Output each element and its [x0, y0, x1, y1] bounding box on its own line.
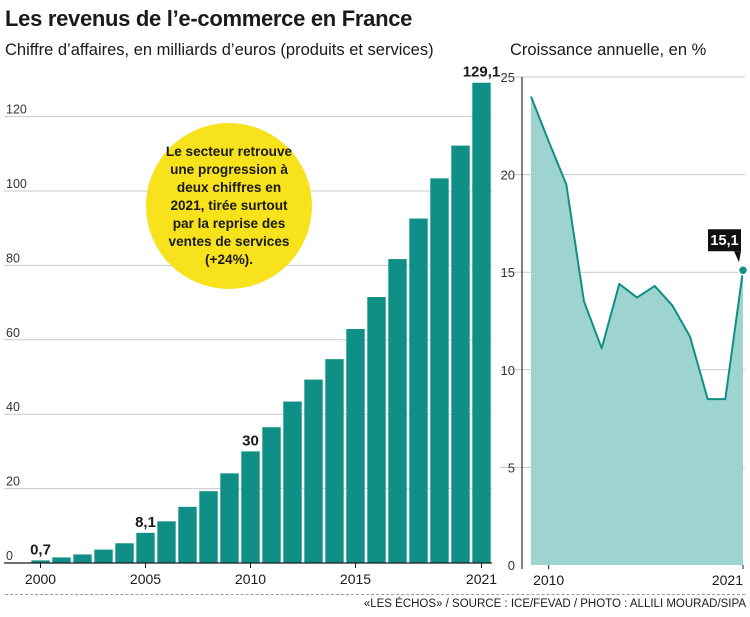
revenue-bar — [472, 82, 491, 564]
revenue-chart-subtitle: Chiffre d’affaires, en milliards d’euros… — [5, 41, 434, 59]
revenue-bar — [262, 427, 281, 563]
growth-y-tick-label: 5 — [508, 460, 515, 475]
revenue-x-tick-label: 2000 — [25, 571, 56, 587]
revenue-bar — [220, 473, 239, 563]
revenue-bar — [325, 359, 344, 563]
growth-x-tick-label: 2021 — [712, 572, 743, 588]
revenue-bar — [94, 549, 113, 563]
revenue-x-tick-label: 2015 — [340, 571, 371, 587]
source-credit: «LES ÉCHOS» / SOURCE : ICE/FEVAD / PHOTO… — [363, 598, 746, 610]
revenue-bar — [31, 560, 50, 563]
revenue-bar — [136, 532, 155, 563]
revenue-data-label: 129,1 — [463, 64, 501, 81]
revenue-y-tick-label: 40 — [6, 400, 20, 414]
revenue-bar — [304, 379, 323, 563]
revenue-data-label: 30 — [242, 432, 259, 449]
revenue-bar — [199, 491, 218, 563]
revenue-axis: 0 20 40 60 80 100 120 2000 2005 2010 2015 2021 0,7 8,… — [4, 64, 500, 587]
growth-y-tick-label: 10 — [501, 363, 515, 378]
revenue-bar — [367, 297, 386, 563]
growth-y-tick-label: 15 — [501, 265, 515, 280]
revenue-bar — [346, 329, 365, 563]
revenue-bar — [241, 451, 260, 563]
callout-bubble: Le secteur retrouve une progression à de… — [146, 123, 312, 289]
revenue-bar — [451, 145, 470, 563]
growth-series — [530, 96, 744, 565]
growth-chart-subtitle: Croissance annuelle, en % — [510, 41, 707, 59]
revenue-bar — [388, 259, 407, 563]
revenue-bars — [31, 82, 491, 564]
revenue-y-tick-label: 100 — [6, 177, 27, 191]
chart-title: Les revenus de l’e-commerce en France — [5, 6, 413, 31]
revenue-y-tick-label: 0 — [6, 549, 13, 563]
growth-y-tick-label: 0 — [508, 558, 515, 573]
revenue-y-tick-label: 120 — [6, 103, 27, 117]
revenue-y-tick-label: 20 — [6, 475, 20, 489]
callout-text: Le secteur retrouve une progression à de… — [165, 144, 293, 267]
revenue-bar — [409, 218, 428, 563]
revenue-y-tick-label: 80 — [6, 251, 20, 265]
revenue-bar — [178, 506, 197, 563]
growth-y-tick-label: 25 — [501, 70, 515, 85]
growth-line — [530, 96, 744, 401]
revenue-bar — [430, 178, 449, 564]
revenue-bar — [73, 554, 92, 563]
growth-label-box — [708, 229, 741, 252]
revenue-bar — [115, 543, 134, 563]
revenue-data-label: 0,7 — [30, 541, 51, 558]
revenue-data-label: 8,1 — [135, 514, 156, 531]
growth-label-pointer — [734, 251, 741, 263]
revenue-bar — [52, 557, 71, 563]
growth-axis: 0 5 10 15 20 25 2010 2021 15,1 — [501, 70, 749, 588]
revenue-x-tick-label: 2005 — [130, 571, 161, 587]
growth-y-tick-label: 20 — [501, 168, 515, 183]
growth-x-tick-label: 2010 — [533, 572, 564, 588]
growth-data-label: 15,1 — [710, 233, 738, 249]
revenue-bar — [283, 401, 302, 563]
growth-highlight-point — [737, 264, 749, 276]
revenue-x-tick-label: 2021 — [466, 571, 497, 587]
revenue-x-tick-label: 2010 — [235, 571, 266, 587]
revenue-y-tick-label: 60 — [6, 326, 20, 340]
footer-divider — [5, 594, 745, 595]
growth-area — [531, 96, 743, 565]
revenue-bar — [157, 521, 176, 563]
